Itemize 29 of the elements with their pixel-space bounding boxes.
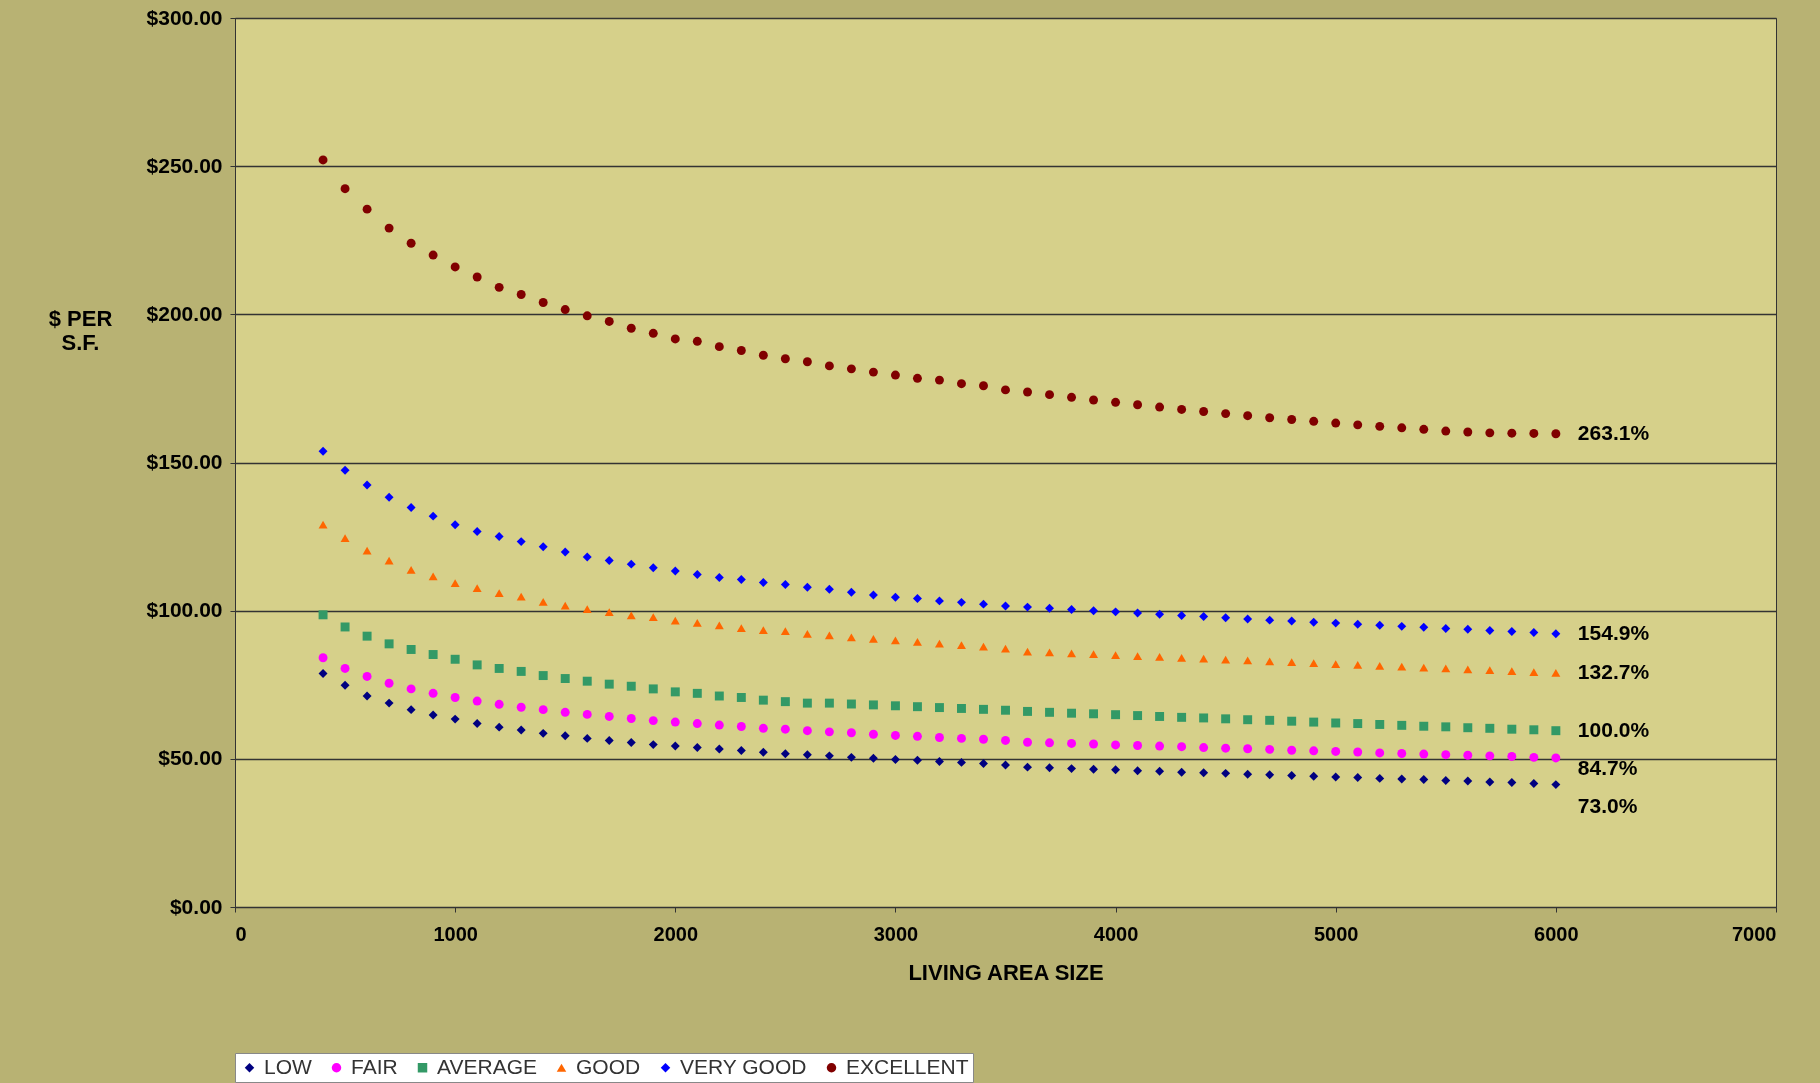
y-axis-title: $ PER S.F. <box>48 305 113 355</box>
legend-label: EXCELLENT <box>846 1054 969 1078</box>
x-tick-label: 6000 <box>1534 922 1579 945</box>
y-tick-label: $50.00 <box>158 746 223 770</box>
y-tick-label: $0.00 <box>169 894 223 918</box>
legend-label: AVERAGE <box>437 1054 537 1078</box>
x-tick-label: 4000 <box>1093 922 1139 945</box>
annotation: 100.0% <box>1577 717 1650 741</box>
legend-label: VERY GOOD <box>680 1054 807 1078</box>
annotation: 154.9% <box>1577 620 1650 644</box>
x-tick-label: 5000 <box>1313 922 1359 945</box>
legend-label: GOOD <box>576 1054 641 1078</box>
x-tick-label: 3000 <box>873 922 919 945</box>
y-tick-label: $200.00 <box>146 301 223 325</box>
x-tick-label: 1000 <box>433 922 478 945</box>
annotation: 84.7% <box>1577 755 1638 779</box>
annotation: 73.0% <box>1577 793 1638 817</box>
y-tick-label: $100.00 <box>146 598 223 622</box>
y-tick-label: $150.00 <box>146 450 223 473</box>
legend-label: FAIR <box>351 1054 398 1078</box>
y-tick-label: $300.00 <box>146 5 223 29</box>
annotation: 263.1% <box>1577 420 1650 444</box>
annotation: 132.7% <box>1577 659 1650 683</box>
x-axis-title: LIVING AREA SIZE <box>908 959 1104 985</box>
y-tick-label: $250.00 <box>146 153 223 177</box>
legend-label: LOW <box>264 1054 313 1078</box>
x-tick-label: 2000 <box>653 922 699 945</box>
x-tick-label: 0 <box>235 922 247 945</box>
x-tick-label: 7000 <box>1732 922 1777 945</box>
